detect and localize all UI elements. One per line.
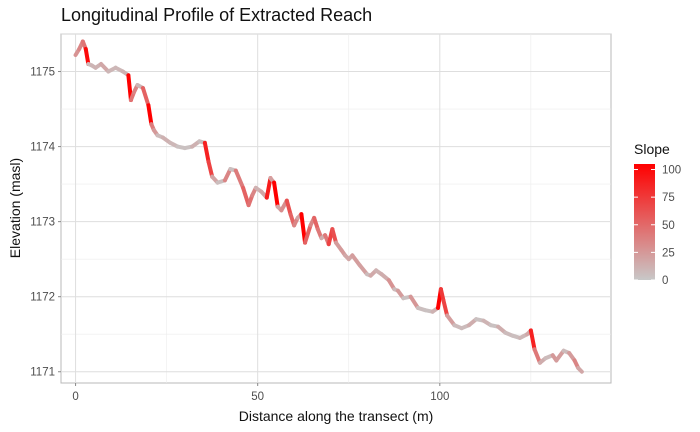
profile-segment: [441, 298, 450, 318]
profile-segment: [299, 212, 308, 245]
profile-segment: [284, 198, 293, 217]
y-axis-title: Elevation (masl): [7, 158, 23, 258]
y-tick-label: 1171: [30, 367, 55, 379]
profile-segment: [83, 47, 91, 67]
y-tick-label: 1174: [30, 142, 55, 154]
profile-segment: [532, 347, 542, 365]
x-tick-label: 0: [72, 391, 78, 403]
profile-segment: [528, 328, 537, 352]
profile-segment: [222, 167, 233, 183]
profile-segment: [206, 159, 215, 179]
profile-segment: [202, 140, 211, 164]
x-axis-title: Distance along the transect (m): [239, 408, 434, 424]
grid-lines: [61, 33, 611, 383]
y-tick-label: 1173: [30, 217, 55, 229]
legend-tick-label: 75: [662, 192, 675, 204]
profile-line: [73, 39, 584, 374]
legend-tick-label: 25: [662, 247, 675, 259]
profile-segment: [445, 313, 457, 328]
profile-segment: [303, 223, 313, 245]
legend-tick-label: 50: [662, 220, 675, 232]
y-tick-label: 1172: [30, 292, 55, 304]
profile-segment: [554, 348, 566, 363]
profile-segment: [146, 103, 154, 127]
chart-title: Longitudinal Profile of Extracted Reach: [61, 5, 373, 25]
profile-segment: [140, 86, 151, 108]
profile-segment: [272, 180, 280, 209]
y-tick-label: 1175: [30, 67, 55, 79]
profile-segment: [233, 168, 246, 190]
plot-panel: [60, 33, 612, 384]
profile-segment: [350, 253, 362, 268]
legend-colorbar: [634, 164, 655, 280]
axis-ticks: 0 50 100 1171 1172 1173 1174 1175: [30, 67, 449, 403]
profile-segment: [264, 176, 273, 200]
x-tick-label: 50: [251, 391, 264, 403]
x-tick-label: 100: [430, 391, 449, 403]
slope-legend: Slope 0 25 50 75 100: [634, 141, 681, 287]
profile-segment: [330, 227, 338, 245]
legend-tick-label: 0: [662, 275, 668, 287]
profile-segment: [408, 294, 420, 310]
profile-segment: [576, 365, 584, 374]
legend-title: Slope: [634, 141, 670, 157]
legend-tick-label: 100: [662, 165, 681, 177]
